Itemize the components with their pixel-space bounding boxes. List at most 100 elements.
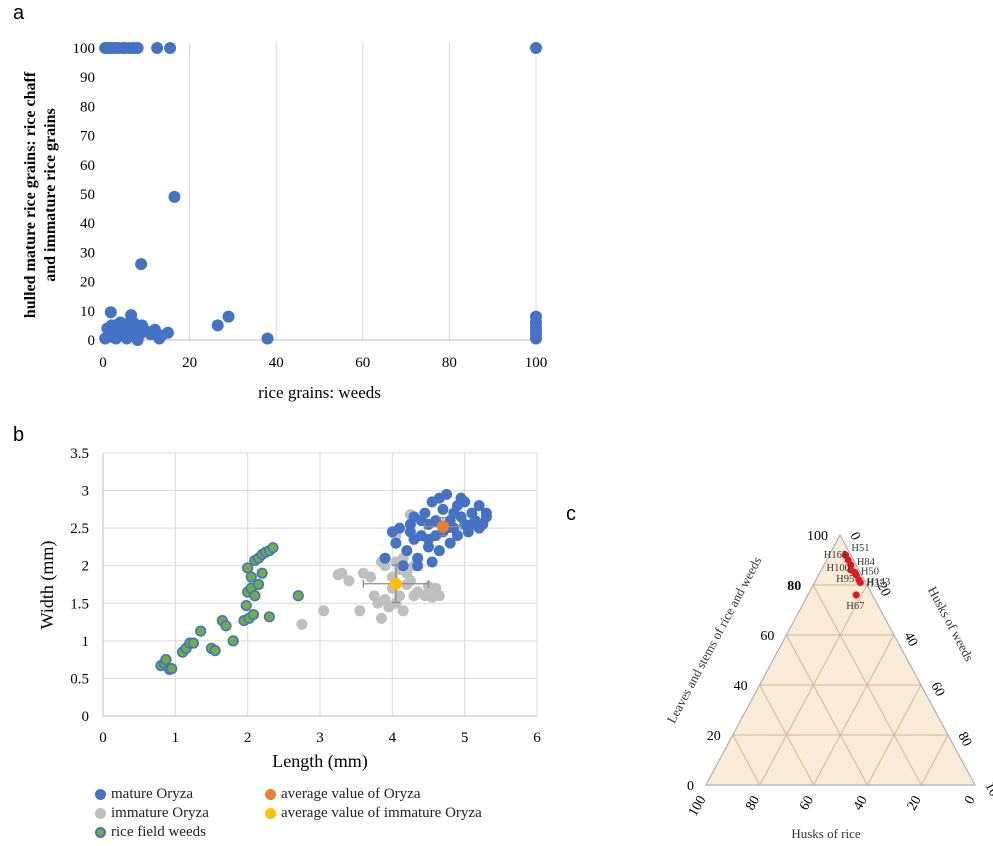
- y-tick-label: 10: [80, 304, 95, 320]
- bottom-axis-label: Husks of rice: [791, 826, 861, 841]
- y-axis-label: Width (mm): [37, 541, 58, 630]
- data-point-weeds: [263, 611, 275, 623]
- y-tick-label: 30: [80, 245, 95, 261]
- y-tick-label: 2.5: [70, 521, 89, 537]
- right-tick-label: 60: [927, 680, 947, 699]
- left-tick-label: 40: [734, 679, 748, 694]
- y-tick-label: 3.5: [70, 446, 89, 462]
- data-point-weeds: [160, 654, 172, 666]
- data-point-mature: [397, 560, 409, 572]
- data-point: [109, 332, 122, 345]
- legend-label-weeds: rice field weeds: [111, 824, 206, 840]
- data-point: [261, 332, 274, 345]
- x-tick-label: 20: [182, 355, 197, 371]
- data-point-mature: [412, 552, 424, 564]
- y-tick-label: 0.5: [70, 671, 89, 687]
- data-point-immature: [375, 612, 387, 624]
- data-point-immature: [394, 590, 406, 602]
- data-point-mature: [426, 556, 438, 568]
- data-point: [135, 258, 148, 271]
- data-point-mature: [451, 530, 463, 542]
- x-axis-label: Length (mm): [272, 751, 367, 772]
- y-axis-label-line: and immature rice grains: [42, 108, 59, 281]
- data-point-weeds: [187, 637, 200, 649]
- right-tick-label: 20: [873, 580, 893, 599]
- right-tick-label: 40: [900, 630, 920, 649]
- y-tick-label: 1.5: [70, 596, 89, 612]
- ternary-point: [852, 591, 860, 599]
- bottom-tick-label: 60: [797, 794, 817, 814]
- data-point-mature: [466, 518, 478, 530]
- legend-marker-avg-oryza: [265, 789, 276, 800]
- data-point-weeds: [267, 542, 279, 554]
- bottom-tick-label: 80: [743, 794, 763, 814]
- legend-label-avg-oryza: average value of Oryza: [281, 786, 421, 802]
- x-tick-label: 4: [389, 730, 397, 746]
- x-tick-label: 80: [442, 355, 457, 371]
- y-axis-label: hulled mature rice grains: rice chaff and…: [22, 71, 59, 318]
- legend-item-mature: mature Oryza: [95, 786, 193, 803]
- left-tick-label: 60: [760, 629, 774, 644]
- bottom-tick-label: 0: [962, 794, 978, 808]
- y-tick-label: 20: [80, 275, 95, 291]
- data-point-immature: [397, 605, 409, 617]
- ternary-gridline: [732, 734, 761, 786]
- legend-item-weeds: rice field weeds: [95, 824, 206, 841]
- data-point: [161, 326, 174, 339]
- data-point-weeds: [227, 635, 239, 647]
- legend-item-immature: immature Oryza: [95, 805, 209, 822]
- ternary-frame: [704, 533, 977, 786]
- right-tick-label: 80: [954, 730, 974, 749]
- ternary-gridline: [785, 634, 868, 786]
- data-point: [104, 306, 117, 319]
- y-tick-label: 40: [80, 216, 95, 232]
- data-point-weeds: [252, 578, 265, 591]
- y-tick-label: 50: [80, 187, 95, 203]
- data-point-weeds: [240, 599, 252, 612]
- bottom-tick-label: 100: [686, 794, 709, 820]
- data-point-weeds: [249, 590, 261, 602]
- ternary-point-label: H95: [836, 574, 854, 585]
- x-axis-label: rice grains: weeds: [258, 383, 381, 402]
- ternary-gridline: [866, 684, 922, 786]
- y-tick-label: 60: [80, 158, 95, 174]
- legend-marker-mature: [95, 789, 106, 800]
- x-tick-label: 5: [461, 730, 469, 746]
- data-point: [127, 316, 140, 329]
- data-point-weeds: [166, 663, 178, 675]
- y-tick-label: 70: [80, 129, 95, 145]
- right-tick-label: 0: [846, 530, 863, 543]
- y-tick-label: 100: [73, 41, 96, 57]
- ternary-point-label: H37: [866, 579, 884, 590]
- ternary-point-label: H51: [851, 543, 869, 554]
- legend-label-mature: mature Oryza: [111, 786, 194, 802]
- y-axis-label-line: hulled mature rice grains: rice chaff: [22, 71, 39, 318]
- ternary-gridline: [920, 734, 949, 786]
- data-point-mature: [444, 537, 456, 549]
- data-point-mature: [423, 533, 434, 545]
- right-axis-label: Husks of weeds: [925, 584, 977, 664]
- ternary-point-label: H67: [846, 601, 864, 612]
- data-point-mature: [379, 552, 391, 564]
- panel-label-c: c: [566, 503, 576, 525]
- data-point-mature: [473, 500, 485, 512]
- legend-label-avg-immature: average value of immature Oryza: [281, 805, 482, 821]
- ternary-point: [847, 561, 855, 569]
- bottom-tick-label: 40: [851, 794, 871, 814]
- data-point: [530, 332, 542, 345]
- data-point-immature: [296, 618, 308, 630]
- data-point: [211, 319, 224, 332]
- right-tick-label: 100: [981, 780, 993, 806]
- data-point-mature: [412, 560, 424, 572]
- ternary-gridline: [813, 634, 895, 786]
- data-point-weeds: [209, 645, 221, 657]
- data-point: [530, 42, 542, 54]
- x-tick-label: 3: [316, 730, 324, 746]
- data-point-mature: [423, 541, 434, 553]
- y-tick-label: 2: [82, 559, 90, 575]
- left-tick-label: 0: [687, 779, 694, 794]
- data-point: [164, 42, 177, 54]
- data-point: [151, 42, 164, 54]
- left-tick-label: 80: [787, 579, 801, 594]
